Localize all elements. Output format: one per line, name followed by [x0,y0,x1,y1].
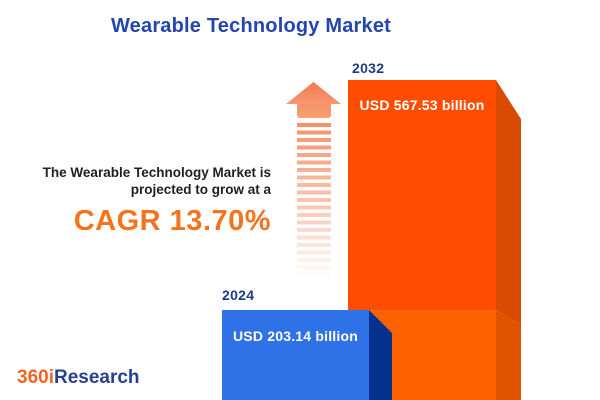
bar-2032-value-label: USD 567.53 billion [359,97,485,113]
arrow-neck [296,103,331,118]
bar-2032-year-label: 2032 [352,60,385,76]
growth-arrow-icon [286,82,341,290]
logo-research: Research [53,367,140,388]
copy-line-1: The Wearable Technology Market is [42,165,271,180]
bar-2024-value-label: USD 203.14 billion [233,328,358,344]
logo-360i: 360i [17,367,54,388]
bar-2024 [222,310,392,400]
company-logo: 360iResearch [17,367,140,389]
growth-copy-block: The Wearable Technology Market is projec… [43,164,271,238]
page-title: Wearable Technology Market [110,15,392,37]
bar-2024-year-label: 2024 [222,287,255,303]
copy-line-2: projected to grow at a [130,182,271,197]
cagr-value: CAGR 13.70% [73,205,271,237]
arrow-head [286,82,341,104]
arrow-dashed-tail [296,123,331,290]
bar-2032 [348,80,521,400]
